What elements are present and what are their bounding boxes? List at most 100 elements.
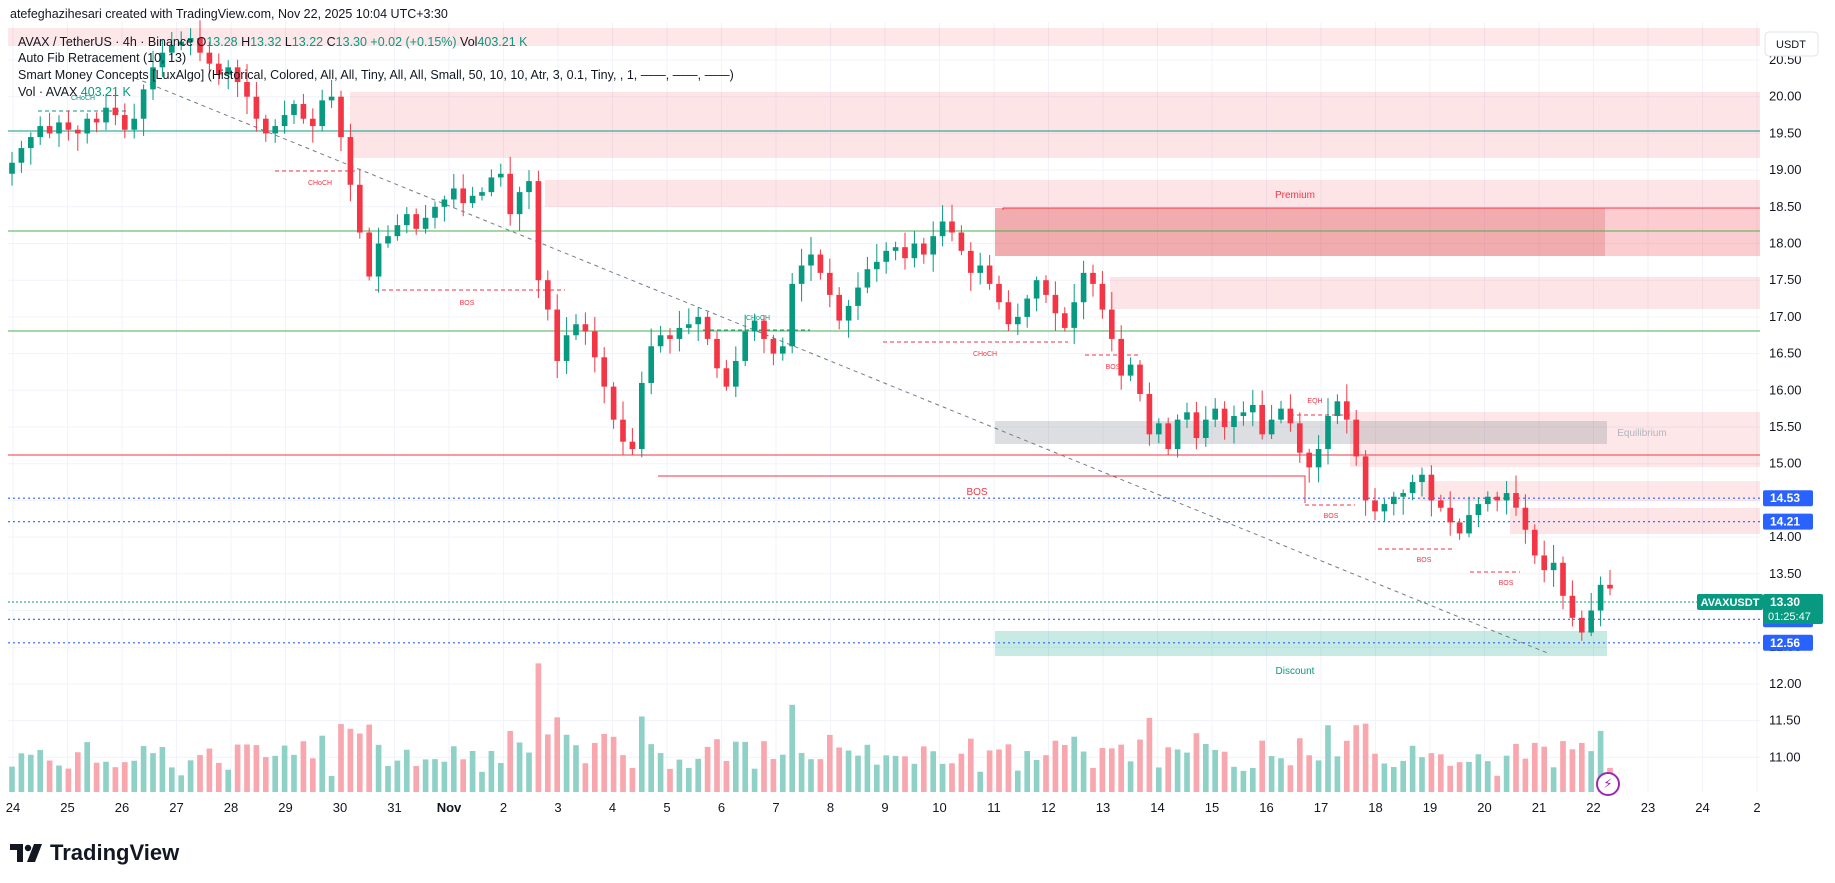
candle-body (723, 368, 730, 387)
candle-body (685, 324, 692, 328)
candle-body (977, 265, 984, 273)
volume-bar (930, 751, 937, 792)
volume-bar (1090, 767, 1096, 792)
candle-body (488, 177, 495, 193)
candle-body (1466, 515, 1472, 534)
candle-body (178, 41, 185, 46)
volume-bar (1043, 755, 1049, 792)
volume-bar (789, 704, 796, 792)
candle-body (1390, 496, 1397, 505)
volume-bar (74, 752, 81, 792)
candle-body (676, 327, 683, 339)
candle-body (413, 214, 420, 229)
price-tick-label: 11.50 (1769, 713, 1801, 728)
time-tick-label: 8 (827, 800, 834, 815)
volume-bar (610, 736, 617, 792)
volume-bar (986, 750, 993, 792)
volume-bar (272, 755, 279, 792)
volume-bar (9, 766, 15, 792)
volume-bar (808, 759, 814, 792)
volume-bar (488, 750, 495, 792)
volume-bar (1118, 744, 1125, 792)
candle-body (215, 63, 222, 75)
price-tick-label: 12.00 (1769, 676, 1802, 691)
volume-bar (949, 763, 955, 792)
volume-bar (1343, 740, 1350, 792)
time-tick-label: 16 (1259, 800, 1273, 815)
candle-body (1165, 423, 1172, 450)
price-tick-label: 19.50 (1769, 125, 1802, 140)
time-tick-label: 5 (663, 800, 670, 815)
volume-bar (1155, 767, 1162, 792)
volume-bar (65, 768, 72, 792)
volume-bar (1419, 757, 1425, 792)
lightning-icon[interactable]: ⚡ (1596, 772, 1620, 796)
created-by: atefeghazihesari created with TradingVie… (10, 7, 448, 21)
indicator-vol[interactable]: Vol · AVAX 403.21 K (18, 85, 131, 99)
vol-label: Vol (460, 35, 478, 49)
volume-bar (723, 760, 730, 792)
volume-bar (234, 744, 241, 792)
volume-bar (1108, 748, 1115, 792)
candle-body (902, 247, 908, 259)
candle-body (1108, 309, 1115, 339)
candle-body (751, 320, 758, 332)
candle-body (986, 265, 993, 284)
candle-body (1475, 504, 1482, 516)
volume-bar (1071, 736, 1078, 792)
candle-body (347, 137, 354, 185)
price-tick-label: 18.50 (1769, 199, 1802, 214)
time-tick-label: 25 (60, 800, 74, 815)
volume-bar (150, 753, 156, 792)
volume-bar (46, 760, 53, 792)
indicator-fib[interactable]: Auto Fib Retracement (10, 13) (18, 51, 187, 65)
volume-bar (225, 769, 232, 792)
price-axis[interactable]: 20.5020.0019.5019.0018.5018.0017.5017.00… (1769, 52, 1802, 764)
legend-main[interactable]: AVAX / TetherUS · 4h · Binance O13.28 H1… (18, 35, 527, 49)
choch-label: CHoCH (973, 351, 997, 358)
candle-body (1193, 412, 1200, 439)
time-tick-label: 18 (1368, 800, 1382, 815)
current-price: 13.30 (1770, 595, 1800, 609)
candle-body (826, 272, 833, 295)
price-tick-label: 15.50 (1769, 419, 1802, 434)
candle-body (403, 214, 410, 226)
volume-bar (704, 746, 711, 792)
currency-box[interactable]: USDT (1764, 31, 1819, 57)
candle-body (262, 118, 269, 134)
volume-bar (1475, 754, 1482, 792)
time-axis[interactable]: 24 25 26 27 28 29 30 31 Nov 2 3 4 5 6 7 8 9 10 11 12 13 14 15 1… (6, 800, 1761, 815)
time-tick-label: 24 (6, 800, 20, 815)
equilibrium-label: Equilibrium (1617, 428, 1666, 439)
candle-body (1531, 529, 1538, 556)
symbol-title[interactable]: AVAX / TetherUS · 4h · Binance (18, 35, 194, 49)
candle-body (1296, 423, 1303, 453)
volume-bar (1249, 767, 1256, 792)
candle-body (385, 236, 391, 244)
candle-body (1522, 507, 1529, 530)
volume-bar (1259, 740, 1266, 792)
volume-bar (817, 759, 824, 792)
indicator-vol-label: Vol · AVAX (18, 85, 78, 99)
currency-label: USDT (1776, 39, 1806, 51)
volume-bar (1513, 743, 1519, 792)
candle-body (1560, 562, 1566, 596)
open-value: 13.28 (206, 35, 238, 49)
volume-bar (215, 762, 222, 792)
volume-bar (1240, 770, 1247, 792)
candle-body (911, 243, 918, 259)
tradingview-logo[interactable]: TradingView (10, 840, 179, 866)
volume-bar (1061, 744, 1068, 792)
volume-bar (18, 753, 25, 792)
volume-bar (535, 663, 542, 792)
volume-bar (1409, 745, 1416, 792)
time-tick-label: 15 (1205, 800, 1219, 815)
volume-bar (178, 775, 185, 792)
candle-body (140, 89, 147, 119)
candle-body (620, 419, 626, 442)
candles[interactable] (9, 20, 1613, 641)
volume-bar (695, 758, 702, 792)
indicator-smc[interactable]: Smart Money Concepts [LuxAlgo] (Historic… (18, 68, 734, 82)
candle-body (1343, 401, 1350, 420)
